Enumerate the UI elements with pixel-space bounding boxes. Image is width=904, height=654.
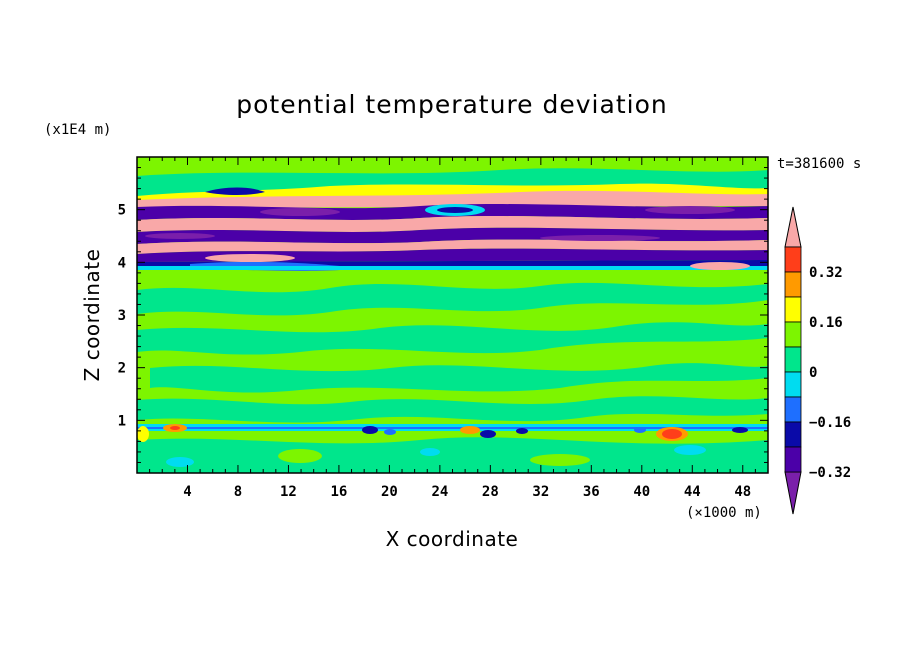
field-region — [137, 239, 768, 254]
x-tick-label: 20 — [381, 484, 398, 500]
field-region — [260, 208, 340, 216]
plot-frame — [136, 156, 769, 474]
y-tick-label: 2 — [118, 361, 126, 377]
x-tick-label: 24 — [431, 484, 448, 500]
field-region — [137, 322, 768, 355]
y-tick-label: 5 — [118, 203, 126, 219]
field-region — [166, 457, 194, 467]
colorbar-swatch — [784, 346, 802, 373]
field-region — [278, 449, 322, 463]
x-axis-label: X coordinate — [386, 527, 519, 551]
field-region — [460, 426, 480, 434]
x-tick-label: 4 — [183, 484, 191, 500]
colorbar-label: −0.32 — [809, 465, 851, 481]
colorbar-swatch — [784, 396, 802, 423]
plot-field — [137, 157, 768, 473]
field-region — [690, 262, 750, 270]
field-region — [170, 426, 180, 430]
y-axis-label: Z coordinate — [80, 249, 104, 382]
field-region — [137, 248, 768, 262]
y-unit-label: (x1E4 m) — [44, 122, 111, 138]
colorbar-swatch — [784, 271, 802, 298]
field-region — [137, 396, 768, 423]
colorbar-min-arrow — [784, 471, 802, 515]
colorbar-swatch — [784, 421, 802, 448]
field-region — [645, 206, 735, 214]
field-region — [634, 427, 646, 433]
field-region — [530, 454, 590, 466]
colorbar-max-arrow — [784, 206, 802, 248]
colorbar-swatch — [784, 321, 802, 348]
x-tick-label: 12 — [280, 484, 297, 500]
colorbar-label: −0.16 — [809, 415, 851, 431]
field-region — [362, 426, 378, 434]
field-region — [437, 207, 473, 213]
colorbar-swatch — [784, 296, 802, 323]
colorbar-swatch — [784, 246, 802, 273]
field-region — [480, 430, 496, 438]
y-tick-label: 4 — [118, 255, 126, 271]
field-region — [137, 216, 768, 232]
time-label: t=381600 s — [777, 156, 861, 172]
x-tick-label: 28 — [482, 484, 499, 500]
field-region — [674, 445, 706, 455]
field-region — [150, 363, 768, 393]
field-region — [516, 428, 528, 434]
field-region — [205, 187, 265, 195]
field-region — [137, 437, 768, 473]
colorbar-label: 0 — [809, 365, 817, 381]
colorbar-swatch — [784, 371, 802, 398]
field-region — [540, 235, 660, 241]
colorbar-label: 0.32 — [809, 265, 843, 281]
x-unit-label: (×1000 m) — [686, 505, 762, 521]
field-region — [420, 448, 440, 456]
colorbar-label: 0.16 — [809, 315, 843, 331]
field-region — [205, 254, 295, 262]
y-tick-label: 3 — [118, 308, 126, 324]
x-tick-label: 48 — [734, 484, 751, 500]
field-region — [384, 429, 396, 435]
x-tick-label: 36 — [583, 484, 600, 500]
x-tick-label: 8 — [234, 484, 242, 500]
field-region — [137, 190, 768, 208]
x-tick-label: 32 — [532, 484, 549, 500]
field-region — [137, 427, 768, 429]
x-tick-label: 40 — [633, 484, 650, 500]
x-tick-label: 44 — [684, 484, 701, 500]
field-region — [137, 282, 768, 316]
x-tick-label: 16 — [330, 484, 347, 500]
field-region — [137, 426, 149, 442]
field-region — [137, 266, 768, 270]
field-region — [145, 233, 215, 239]
chart-title: potential temperature deviation — [236, 90, 667, 119]
colorbar-swatch — [784, 446, 802, 473]
y-tick-label: 1 — [118, 413, 126, 429]
field-region — [732, 427, 748, 433]
colorbar: 0.32 0.16 0 −0.16 −0.32 — [784, 206, 851, 515]
field-region — [662, 429, 682, 439]
